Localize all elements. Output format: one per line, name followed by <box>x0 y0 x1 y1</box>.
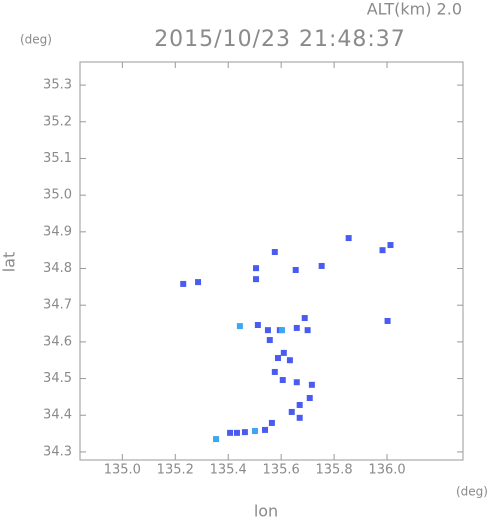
echo-cell <box>308 381 315 388</box>
echo-cell <box>268 419 275 426</box>
echo-cell <box>278 327 285 334</box>
echo-cell <box>292 266 299 273</box>
echo-cell <box>236 323 243 330</box>
echo-cell <box>296 414 303 421</box>
echo-cell <box>274 355 281 362</box>
y-tick-label: 34.7 <box>43 298 72 313</box>
echo-cell <box>213 436 220 443</box>
x-tick-label: 135.8 <box>315 463 352 478</box>
echo-cell <box>318 262 325 269</box>
echo-cell <box>293 379 300 386</box>
y-tick-label: 35.1 <box>43 151 72 166</box>
x-axis-label: lon <box>254 502 278 521</box>
echo-cell <box>262 426 269 433</box>
x-tick-label: 135.0 <box>104 463 141 478</box>
x-tick-label: 135.6 <box>263 463 300 478</box>
y-axis-label: lat <box>0 252 19 273</box>
echo-cell <box>286 357 293 364</box>
x-tick-label: 135.2 <box>157 463 194 478</box>
x-unit: (deg) <box>456 485 488 499</box>
echo-cell <box>271 368 278 375</box>
y-unit: (deg) <box>20 33 52 47</box>
echo-cell <box>384 317 391 324</box>
y-tick-label: 34.8 <box>43 261 72 276</box>
x-tick-label: 135.4 <box>210 463 247 478</box>
echo-cell <box>271 249 278 256</box>
echo-cell <box>379 247 386 254</box>
x-tick-label: 136.0 <box>368 463 405 478</box>
echo-cell <box>251 428 258 435</box>
echo-cell <box>266 337 273 344</box>
y-tick-label: 34.3 <box>43 444 72 459</box>
y-tick-label: 35.2 <box>43 114 72 129</box>
y-tick-label: 35.3 <box>43 78 72 93</box>
echo-cell <box>296 401 303 408</box>
echo-cell <box>288 408 295 415</box>
chart-title: 2015/10/23 21:48:37 <box>154 27 406 52</box>
echo-cell <box>280 349 287 356</box>
echo-cell <box>180 280 187 287</box>
echo-cell <box>345 235 352 242</box>
y-tick-label: 34.9 <box>43 224 72 239</box>
echo-cell <box>264 327 271 334</box>
plot-frame <box>79 61 464 461</box>
y-tick-label: 34.4 <box>43 408 72 423</box>
echo-cell <box>253 276 260 283</box>
y-tick-label: 34.5 <box>43 371 72 386</box>
echo-cell <box>279 377 286 384</box>
echo-cell <box>227 429 234 436</box>
echo-cell <box>293 324 300 331</box>
echo-cell <box>301 315 308 322</box>
echo-cell <box>306 395 313 402</box>
echo-cell <box>253 265 260 272</box>
echo-cell <box>254 322 261 329</box>
echo-cell <box>241 429 248 436</box>
y-tick-label: 35.0 <box>43 188 72 203</box>
altitude-label: ALT(km) 2.0 <box>367 0 462 19</box>
echo-cell <box>233 429 240 436</box>
echo-cell <box>387 242 394 249</box>
y-tick-label: 34.6 <box>43 334 72 349</box>
echo-cell <box>304 327 311 334</box>
echo-cell <box>195 279 202 286</box>
